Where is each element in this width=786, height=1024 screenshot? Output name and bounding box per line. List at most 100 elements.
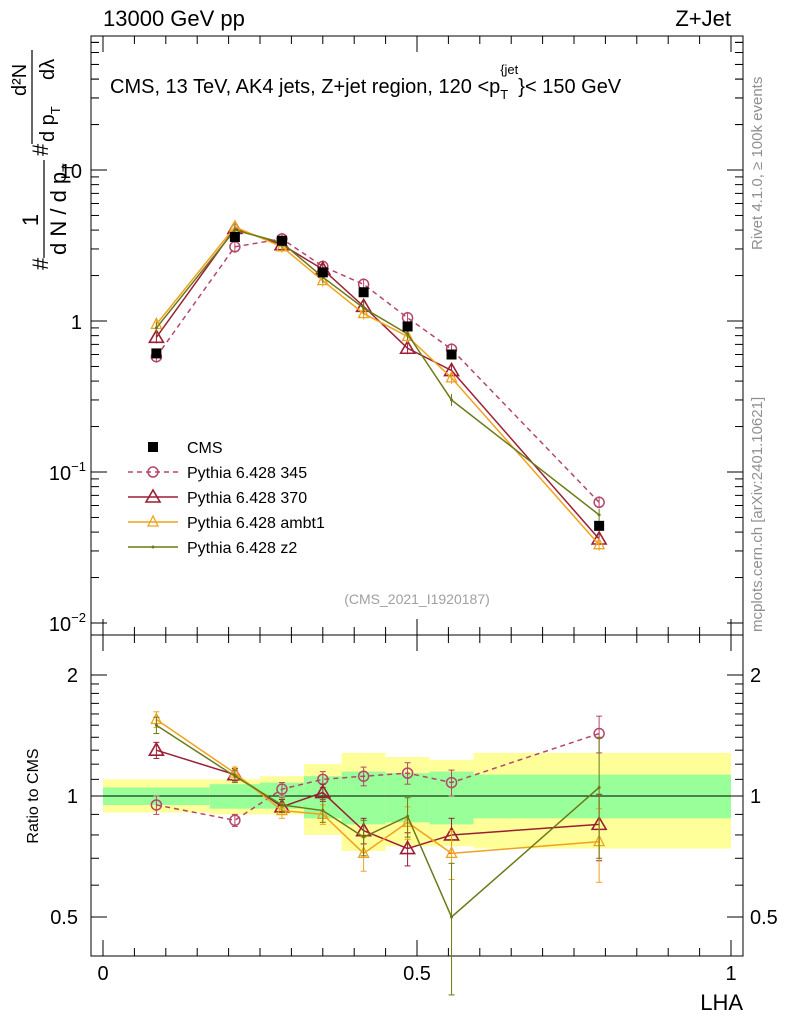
legend-marker (147, 466, 159, 478)
mcplots-credit-text: mcplots.cern.ch [arXiv:2401.10621] (749, 397, 766, 632)
ratio-point-z2 (233, 774, 237, 778)
main-point-z2 (597, 513, 601, 517)
main-point-370 (147, 328, 165, 344)
main-series-line-345 (155, 238, 600, 503)
legend-marker (144, 488, 162, 503)
legend-label: Pythia 6.428 345 (187, 465, 307, 482)
ratio-point-z2 (154, 723, 158, 727)
main-point-ambt1 (275, 239, 289, 252)
main-point-ambt1 (593, 537, 606, 550)
x-axis-ticks: 0 0.5 1 (97, 36, 737, 985)
ratio-point-z2 (280, 803, 284, 807)
plot-title-sup: {jet (500, 62, 518, 77)
y-label-den-dp: d pT (37, 106, 63, 142)
main-y-tick-label: 10 (60, 161, 82, 183)
tick-label-exponent: −2 (71, 610, 86, 625)
ratio-series-line-ambt1 (155, 718, 600, 855)
plot-title-sub: T (500, 87, 508, 102)
cms-data-point (229, 231, 240, 242)
plot-title-tail: < 150 GeV (525, 76, 622, 98)
ratio-point-ambt1 (357, 845, 370, 858)
tick-label-base: 10 (49, 614, 71, 636)
plot-title: CMS, 13 TeV, AK4 jets, Z+jet region, 120… (110, 62, 622, 102)
main-point-ambt1 (445, 370, 458, 383)
cms-data-point (317, 267, 328, 278)
y-label-hash2: # (28, 143, 53, 156)
main-point-ambt1 (401, 329, 414, 342)
x-tick-label: 0 (97, 963, 108, 985)
ratio-point-345 (401, 767, 414, 779)
cms-data-point (594, 520, 605, 531)
ratio-point-370 (147, 741, 165, 757)
cms-data-point (358, 287, 369, 298)
plot-title-main: CMS, 13 TeV, AK4 jets, Z+jet region, 120… (110, 76, 500, 98)
main-y-tick-label: 10−1 (49, 459, 86, 485)
legend-label: Pythia 6.428 370 (187, 490, 307, 507)
ratio-y-tick-label-right: 0.5 (750, 907, 778, 929)
main-y-tick-label: 1 (71, 312, 82, 334)
ratio-point-370 (399, 839, 416, 855)
y-label-hash: # (28, 257, 53, 270)
cms-data-point (151, 348, 162, 359)
legend-label: Pythia 6.428 ambt1 (187, 515, 325, 532)
y-label-den-dl: dλ (37, 59, 59, 80)
legend-marker (146, 514, 160, 527)
header-left: 13000 GeV pp (103, 6, 245, 31)
ratio-point-345 (445, 776, 458, 789)
ratio-point-z2 (362, 835, 366, 839)
ratio-point-370 (314, 783, 332, 799)
ratio-y-tick-label-right: 2 (750, 665, 761, 687)
ratio-point-ambt1 (445, 845, 458, 858)
main-series-line-z2 (155, 229, 600, 516)
main-series-line-370 (155, 227, 600, 540)
main-point-345 (593, 496, 605, 509)
main-point-z2 (450, 398, 454, 402)
ratio-point-z2 (406, 814, 410, 818)
header-right: Z+Jet (675, 6, 731, 31)
tick-label-exponent: −1 (71, 459, 86, 474)
cms-data-point (402, 321, 413, 332)
ratio-series-line-z2 (155, 724, 600, 919)
ratio-point-z2 (321, 809, 325, 813)
ratio-point-z2 (597, 785, 601, 789)
main-point-z2 (233, 228, 237, 232)
ratio-point-z2 (450, 915, 454, 919)
y-label-num: d²N (9, 64, 31, 96)
ratio-point-345 (276, 783, 288, 795)
legend-label: Pythia 6.428 z2 (187, 540, 297, 557)
x-axis-label: LHA (700, 990, 743, 1015)
ratio-y-tick-label-left: 1 (67, 786, 78, 808)
legend-marker (151, 545, 155, 549)
legend-marker (148, 442, 158, 452)
x-tick-label: 1 (725, 963, 736, 985)
ratio-point-ambt1 (275, 803, 289, 816)
cms-data-point (276, 235, 287, 246)
ratio-point-345 (357, 770, 370, 782)
main-series-group (147, 219, 608, 551)
y-label-one: 1 (18, 214, 43, 226)
main-point-z2 (154, 326, 158, 330)
plot-title-brace: } (518, 76, 525, 98)
main-point-z2 (406, 332, 410, 336)
ratio-series-group (147, 711, 608, 996)
ratio-point-345 (150, 799, 163, 811)
ratio-y-label: Ratio to CMS (25, 748, 42, 843)
ratio-y-tick-label-left: 2 (67, 665, 78, 687)
ratio-y-tick-label-right: 1 (750, 786, 761, 808)
legend: CMS Pythia 6.428 345 Pythia 6.428 370 Pythi… (128, 440, 325, 557)
legend-label: CMS (187, 440, 223, 457)
cms-data-point (446, 349, 457, 360)
main-point-ambt1 (357, 306, 370, 319)
analysis-id: (CMS_2021_I1920187) (344, 591, 490, 607)
y-axis-label: # 1 d N / d pT # d²N d pT dλ (9, 50, 75, 270)
rivet-version-text: Rivet 4.1.0, ≥ 100k events (749, 77, 766, 250)
main-series-line-ambt1 (155, 225, 600, 546)
main-point-370 (399, 339, 416, 355)
ratio-y-tick-label-left: 0.5 (50, 907, 78, 929)
y-label-den-a: d N / d pT (46, 163, 75, 255)
main-y-tick-label: 10−2 (49, 610, 86, 636)
ratio-series-line-345 (156, 732, 600, 822)
main-point-z2 (362, 306, 366, 310)
